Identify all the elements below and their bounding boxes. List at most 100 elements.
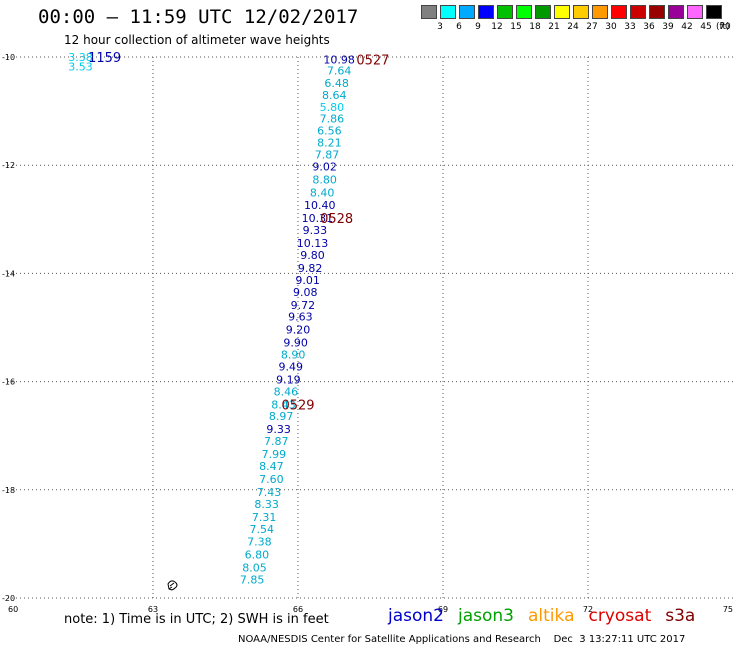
grid-layer — [8, 56, 733, 599]
footer-note: note: 1) Time is in UTC; 2) SWH is in fe… — [64, 612, 329, 627]
satellite-legend-item: jason2 — [388, 606, 444, 626]
data-point-label: 8.97 — [269, 410, 294, 423]
x-tick-label: 72 — [583, 605, 593, 614]
x-tick-label: 75 — [723, 605, 733, 614]
satellite-legend-item: s3a — [665, 606, 696, 626]
data-point-label: 9.33 — [303, 224, 328, 237]
annotation-layer: 0527 0528 0529 1159 — [88, 51, 389, 413]
data-point-label: 9.33 — [266, 423, 291, 436]
data-point-label: 7.99 — [262, 448, 287, 461]
colorbar-cell — [649, 5, 665, 19]
data-point-label: 3.53 — [68, 61, 93, 74]
y-tick-label: -12 — [2, 161, 15, 170]
colorbar-label: 36 — [643, 22, 655, 32]
x-tick-label: 66 — [293, 605, 303, 614]
colorbar-label: 3 — [437, 22, 443, 32]
colorbar-label: 24 — [567, 22, 579, 32]
data-point-label: 6.80 — [245, 549, 270, 562]
data-point-label: 10.98 — [323, 54, 355, 67]
colorbar-cell — [668, 5, 684, 19]
data-point-label: 9.08 — [293, 286, 318, 299]
data-point-label: 6.56 — [317, 125, 342, 138]
colorbar-label: 18 — [529, 22, 541, 32]
colorbar-cell — [687, 5, 703, 19]
data-point-label: 8.33 — [254, 498, 279, 511]
data-point-label: 9.20 — [286, 324, 311, 337]
colorbar-label: 9 — [475, 22, 481, 32]
chart-subtitle: 12 hour collection of altimeter wave hei… — [64, 33, 330, 47]
data-point-label: 8.43 — [271, 398, 296, 411]
colorbar-cell — [554, 5, 570, 19]
data-point-label: 7.43 — [257, 486, 282, 499]
data-point-label: 10.40 — [304, 199, 336, 212]
colorbar-label: 27 — [586, 22, 598, 32]
data-point-label: 8.21 — [317, 136, 342, 149]
colorbar-label: 33 — [624, 22, 636, 32]
data-point-label: 7.87 — [264, 435, 289, 448]
data-point-label: 6.48 — [324, 77, 349, 90]
data-point-label: 9.19 — [276, 373, 301, 386]
colorbar-cell — [630, 5, 646, 19]
y-tick-label: -16 — [2, 378, 15, 387]
colorbar-cell — [440, 5, 456, 19]
time-annotation: 0528 — [320, 212, 353, 227]
data-point-label: 8.80 — [312, 173, 337, 186]
y-tick-label: -18 — [2, 486, 15, 495]
x-tick-label: 69 — [438, 605, 448, 614]
data-point-label: 5.80 — [320, 101, 345, 114]
y-tick-label: -14 — [2, 269, 15, 278]
colorbar-label: 30 — [605, 22, 617, 32]
data-point-label: 9.82 — [298, 262, 323, 275]
colorbar-label: 15 — [510, 22, 522, 32]
land-outline — [167, 580, 178, 591]
y-tick-label: -10 — [2, 53, 15, 62]
data-point-label: 9.63 — [288, 311, 313, 324]
data-point-label: 7.85 — [240, 574, 265, 587]
satellite-legend-item: altika — [528, 606, 575, 626]
colorbar-cell — [516, 5, 532, 19]
data-point-label: 9.72 — [291, 299, 316, 312]
time-annotation: 0527 — [356, 54, 389, 69]
colorbar-cell — [592, 5, 608, 19]
data-point-label: 9.49 — [279, 360, 304, 373]
data-point-label: 7.86 — [320, 113, 345, 126]
data-point-label: 8.46 — [274, 385, 299, 398]
chart-title: 00:00 – 11:59 UTC 12/02/2017 — [38, 6, 359, 28]
colorbar-label: 45 — [700, 22, 712, 32]
satellite-legend-item: jason3 — [458, 606, 514, 626]
data-point-label: 8.90 — [281, 349, 306, 362]
data-point-label: 8.05 — [242, 562, 267, 575]
x-tick-label: 60 — [8, 605, 18, 614]
data-point-label: 8.64 — [322, 89, 347, 102]
colorbar-cell — [421, 5, 437, 19]
data-point-label: 7.38 — [247, 536, 272, 549]
satellite-legend: jason2 jason3 altika cryosat s3a — [388, 606, 709, 626]
colorbar-cell — [459, 5, 475, 19]
data-point-label: 9.01 — [295, 274, 320, 287]
tick-label-layer: -10 -12 -14 -16 -18 -20 60 63 66 69 72 75 — [2, 53, 733, 614]
colorbar-cell — [611, 5, 627, 19]
colorbar-cell — [706, 5, 722, 19]
data-point-label: 3.38 — [68, 51, 93, 64]
colorbar-cell — [535, 5, 551, 19]
colorbar-label: 70 — [719, 22, 731, 32]
data-point-label: 10.31 — [302, 212, 334, 225]
colorbar-unit: (ft) — [716, 22, 730, 32]
data-point-label: 10.13 — [297, 237, 329, 250]
data-point-label: 7.54 — [250, 523, 275, 536]
data-point-label: 9.80 — [300, 249, 325, 262]
satellite-legend-item: cryosat — [588, 606, 652, 626]
time-annotation: 0529 — [281, 398, 314, 413]
colorbar-label: 39 — [662, 22, 674, 32]
colorbar-label: 21 — [548, 22, 560, 32]
y-tick-label: -20 — [2, 594, 15, 603]
colorbar-cell — [573, 5, 589, 19]
data-point-label: 9.02 — [312, 160, 337, 173]
data-point-label: 8.47 — [259, 460, 284, 473]
colorbar-cell — [478, 5, 494, 19]
footer-credit: NOAA/NESDIS Center for Satellite Applica… — [238, 634, 686, 645]
colorbar-label: 12 — [491, 22, 503, 32]
data-point-label: 8.40 — [310, 186, 335, 199]
